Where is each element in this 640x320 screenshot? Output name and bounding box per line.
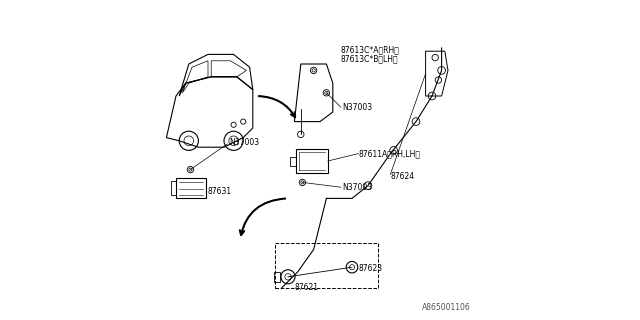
Bar <box>172 181 176 195</box>
Text: 87611A〈RH,LH〉: 87611A〈RH,LH〉 <box>358 149 420 158</box>
Text: 87624: 87624 <box>390 172 415 180</box>
Bar <box>290 157 296 166</box>
Text: 87621: 87621 <box>294 284 319 292</box>
Text: 87613C*A〈RH〉: 87613C*A〈RH〉 <box>340 45 399 54</box>
FancyArrowPatch shape <box>259 96 295 117</box>
FancyArrowPatch shape <box>240 198 285 235</box>
Text: A865001106: A865001106 <box>422 303 470 312</box>
Text: 87613C*B〈LH〉: 87613C*B〈LH〉 <box>340 55 399 64</box>
Text: 87631: 87631 <box>208 188 232 196</box>
Bar <box>296 149 328 173</box>
Text: N37003: N37003 <box>342 183 372 192</box>
Text: N37003: N37003 <box>229 138 259 147</box>
Text: 87623: 87623 <box>358 264 383 273</box>
Text: N37003: N37003 <box>342 103 372 112</box>
Bar <box>274 272 280 282</box>
Bar <box>275 243 378 288</box>
Bar <box>176 178 206 198</box>
